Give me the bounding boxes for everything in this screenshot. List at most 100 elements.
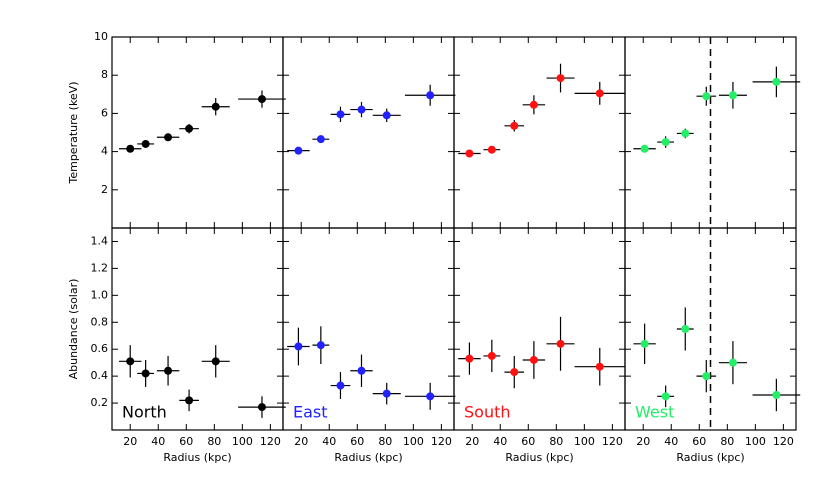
data-point	[164, 133, 173, 142]
data-point	[681, 325, 690, 333]
y-tick-label: 1.0	[91, 288, 109, 301]
data-point	[426, 91, 435, 100]
x-tick-label: 40	[151, 435, 165, 448]
y-tick-label: 1.4	[91, 234, 109, 247]
data-point	[702, 372, 711, 381]
data-point	[357, 105, 366, 114]
x-axis-label: Radius (kpc)	[505, 451, 573, 464]
data-point	[185, 396, 194, 405]
x-tick-label: 20	[636, 435, 650, 448]
data-point	[257, 403, 266, 412]
data-point	[529, 100, 538, 109]
panel-frame	[111, 36, 284, 229]
x-tick-label: 20	[123, 435, 137, 448]
data-point	[728, 358, 737, 367]
x-tick-label: 40	[664, 435, 678, 448]
data-point	[702, 92, 711, 101]
data-point	[640, 339, 649, 348]
data-point	[487, 351, 496, 360]
data-point	[336, 110, 345, 119]
data-point	[595, 362, 604, 371]
x-tick-label: 20	[465, 435, 479, 448]
y-axis-label: Abundance (solar)	[67, 279, 80, 380]
data-point	[661, 392, 670, 401]
x-tick-label: 120	[773, 435, 794, 448]
data-point	[185, 124, 194, 133]
panel-label: West	[635, 403, 674, 422]
x-tick-label: 80	[720, 435, 734, 448]
y-tick-label: 0.2	[91, 396, 109, 409]
data-point	[681, 129, 690, 138]
y-tick-label: 0.4	[91, 369, 109, 382]
data-point	[510, 368, 519, 377]
y-tick-label: 6	[101, 106, 108, 119]
y-tick-label: 4	[101, 145, 108, 158]
data-point	[316, 135, 325, 144]
data-point	[640, 144, 649, 153]
panel-frame	[453, 36, 626, 229]
data-point	[529, 355, 538, 364]
data-point	[465, 149, 474, 158]
y-tick-label: 0.8	[91, 315, 109, 328]
data-point	[294, 342, 303, 351]
data-point	[465, 354, 474, 363]
panel-frame	[111, 227, 284, 431]
data-point	[772, 390, 781, 399]
y-tick-label: 0.6	[91, 342, 109, 355]
data-point	[382, 389, 391, 398]
data-point	[357, 366, 366, 375]
x-tick-label: 60	[692, 435, 706, 448]
panel-label: South	[464, 403, 511, 422]
data-point	[336, 381, 345, 390]
data-point	[728, 91, 737, 100]
x-tick-label: 40	[322, 435, 336, 448]
panel-label: North	[122, 403, 167, 422]
data-point	[556, 339, 565, 348]
x-tick-label: 60	[179, 435, 193, 448]
x-tick-label: 100	[574, 435, 595, 448]
data-point	[294, 146, 303, 155]
data-point	[772, 77, 781, 86]
x-tick-label: 40	[493, 435, 507, 448]
data-point	[211, 357, 220, 366]
data-point	[426, 392, 435, 401]
data-point	[556, 74, 565, 83]
data-point	[141, 369, 150, 378]
data-point	[257, 95, 266, 104]
x-tick-label: 20	[294, 435, 308, 448]
x-tick-label: 120	[431, 435, 452, 448]
data-point	[487, 145, 496, 154]
x-tick-label: 120	[602, 435, 623, 448]
data-point	[141, 139, 150, 148]
x-tick-label: 100	[403, 435, 424, 448]
data-point	[211, 102, 220, 111]
data-point	[164, 366, 173, 375]
data-point	[382, 111, 391, 120]
data-point	[661, 138, 670, 147]
x-tick-label: 100	[232, 435, 253, 448]
x-tick-label: 80	[549, 435, 563, 448]
panel-label: East	[293, 403, 328, 422]
y-tick-label: 2	[101, 183, 108, 196]
x-tick-label: 120	[260, 435, 281, 448]
x-axis-label: Radius (kpc)	[163, 451, 231, 464]
panel-frame	[282, 36, 455, 229]
data-point	[316, 341, 325, 350]
y-tick-label: 8	[101, 68, 108, 81]
x-axis-label: Radius (kpc)	[334, 451, 402, 464]
x-tick-label: 80	[207, 435, 221, 448]
x-axis-label: Radius (kpc)	[676, 451, 744, 464]
y-axis-label: Temperature (keV)	[67, 81, 80, 184]
x-tick-label: 60	[521, 435, 535, 448]
data-point	[595, 89, 604, 98]
y-tick-label: 10	[94, 30, 108, 43]
x-tick-label: 100	[745, 435, 766, 448]
y-tick-label: 1.2	[91, 261, 109, 274]
data-point	[126, 357, 135, 366]
x-tick-label: 80	[378, 435, 392, 448]
x-tick-label: 60	[350, 435, 364, 448]
panel-frame	[453, 227, 626, 431]
data-point	[510, 121, 519, 130]
data-point	[126, 144, 135, 153]
